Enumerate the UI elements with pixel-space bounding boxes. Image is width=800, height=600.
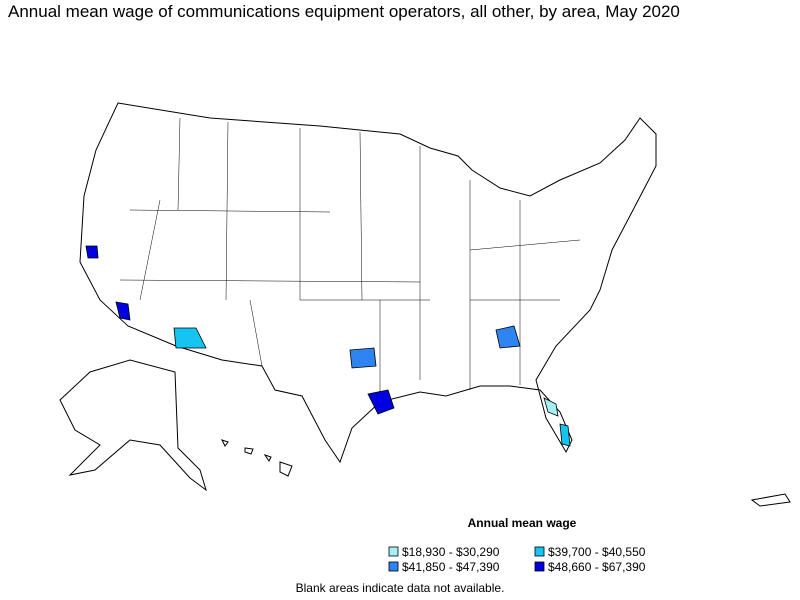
legend-swatch <box>388 546 399 557</box>
footnote: Blank areas indicate data not available. <box>296 581 505 595</box>
san-francisco-area <box>85 245 99 259</box>
hawaii <box>221 439 293 477</box>
legend: Annual mean wage $18,930 - $30,290 $39,70… <box>388 516 646 574</box>
legend-swatch <box>534 546 545 557</box>
legend-items: $18,930 - $30,290 $39,700 - $40,550 $41,85… <box>388 545 646 574</box>
legend-label: $48,660 - $67,390 <box>548 560 646 574</box>
legend-label: $39,700 - $40,550 <box>548 545 646 559</box>
legend-swatch <box>388 561 399 572</box>
highlighted-areas <box>85 245 571 447</box>
state-borders <box>119 117 581 402</box>
continental-us <box>79 102 657 464</box>
legend-title: Annual mean wage <box>468 516 577 530</box>
legend-label: $18,930 - $30,290 <box>402 545 500 559</box>
houston-area <box>367 389 395 415</box>
us-map <box>59 102 791 507</box>
puerto-rico <box>750 493 791 507</box>
legend-label: $41,850 - $47,390 <box>402 560 500 574</box>
legend-swatch <box>534 561 545 572</box>
miami-area <box>559 423 571 447</box>
atlanta-area <box>495 325 521 349</box>
los-angeles-area <box>115 301 131 321</box>
dallas-area <box>349 347 377 369</box>
central-florida-area <box>543 397 559 417</box>
map-title: Annual mean wage of communications equip… <box>8 2 680 21</box>
tucson-area <box>173 327 207 349</box>
alaska <box>59 359 207 492</box>
